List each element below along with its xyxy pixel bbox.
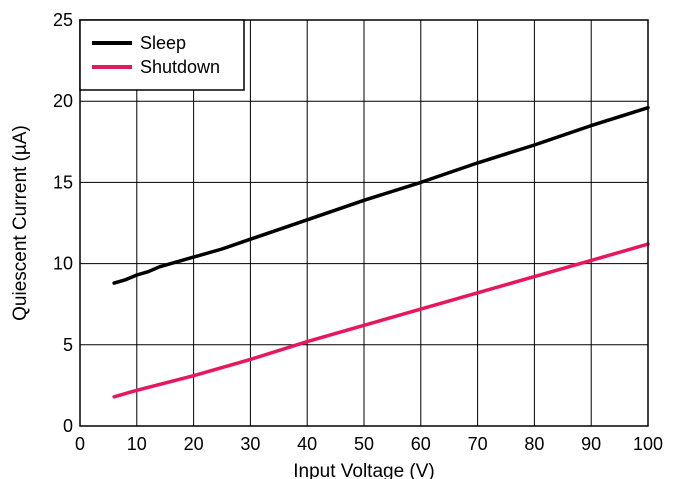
x-tick-label: 90 — [581, 434, 601, 454]
x-tick-label: 40 — [297, 434, 317, 454]
legend-label: Sleep — [140, 33, 186, 53]
series-layer — [114, 108, 648, 397]
x-axis-label: Input Voltage (V) — [293, 461, 435, 479]
x-tick-label: 50 — [354, 434, 374, 454]
x-tick-label: 10 — [127, 434, 147, 454]
x-tick-label: 0 — [75, 434, 85, 454]
x-tick-label: 30 — [240, 434, 260, 454]
y-tick-label: 10 — [53, 254, 73, 274]
y-tick-labels: 0 5 10 15 20 25 — [53, 10, 73, 436]
legend-box — [80, 20, 244, 90]
x-tick-label: 80 — [524, 434, 544, 454]
y-tick-label: 5 — [63, 335, 73, 355]
x-tick-labels: 0 10 20 30 40 50 60 70 80 90 100 — [75, 434, 663, 454]
x-tick-label: 70 — [468, 434, 488, 454]
legend: Sleep Shutdown — [80, 20, 244, 90]
y-axis-label: Quiescent Current (µA) — [10, 125, 31, 321]
y-tick-label: 20 — [53, 91, 73, 111]
x-tick-label: 100 — [633, 434, 663, 454]
series-line-sleep — [114, 108, 648, 283]
y-tick-label: 25 — [53, 10, 73, 30]
x-tick-label: 20 — [184, 434, 204, 454]
x-tick-label: 60 — [411, 434, 431, 454]
y-tick-label: 0 — [63, 416, 73, 436]
legend-label: Shutdown — [140, 57, 220, 77]
y-tick-label: 15 — [53, 172, 73, 192]
series-line-shutdown — [114, 244, 648, 397]
